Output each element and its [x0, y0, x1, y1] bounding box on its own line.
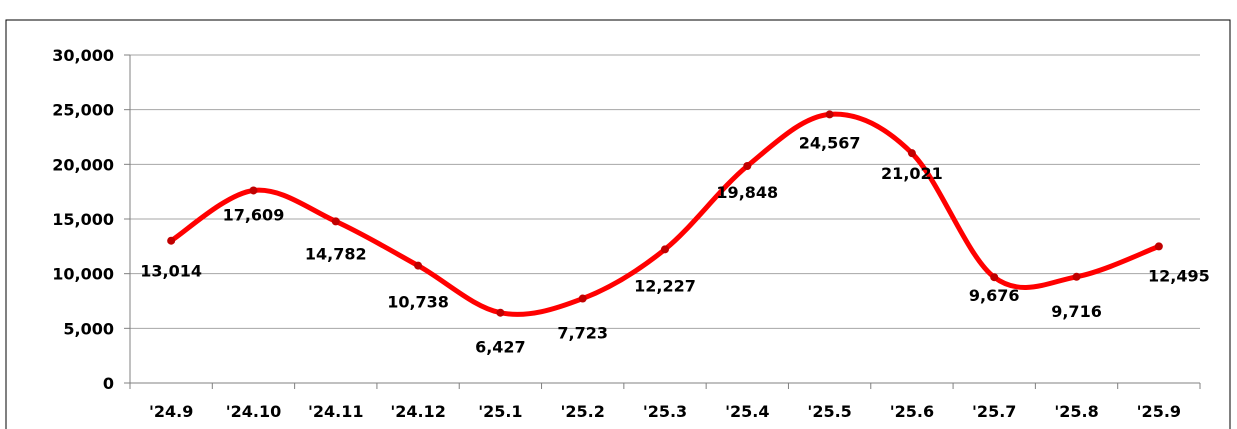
x-tick-label: '25.5 — [807, 402, 851, 421]
x-tick-label: '25.4 — [725, 402, 769, 421]
x-tick-label: '25.6 — [890, 402, 934, 421]
data-label: 21,021 — [881, 164, 943, 183]
y-tick-label: 10,000 — [52, 265, 114, 284]
data-label: 6,427 — [475, 338, 526, 357]
data-point — [990, 273, 999, 282]
x-tick-label: '24.12 — [390, 402, 446, 421]
data-label: 9,676 — [969, 286, 1020, 305]
data-labels: 13,014 17,609 14,782 10,738 6,427 7,723 12,227… — [140, 133, 1209, 356]
data-point — [1154, 242, 1163, 251]
data-markers — [167, 110, 1163, 317]
x-tick-label: '24.10 — [226, 402, 282, 421]
data-label: 10,738 — [387, 293, 449, 312]
axes — [124, 54, 1201, 389]
x-tick-label: '25.1 — [478, 402, 522, 421]
x-tick-labels: '24.9 '24.10 '24.11 '24.12 '25.1 '25.2 '25.3 '2… — [149, 402, 1181, 421]
data-label: 14,782 — [305, 244, 367, 263]
x-tick-label: '25.9 — [1137, 402, 1181, 421]
x-tick-label: '24.11 — [308, 402, 364, 421]
data-point — [661, 245, 669, 254]
data-label: 24,567 — [799, 133, 861, 152]
data-label: 12,495 — [1148, 266, 1210, 285]
x-tick-label: '25.8 — [1054, 402, 1098, 421]
chart-frame — [5, 19, 1231, 429]
x-tick-label: '25.2 — [561, 402, 605, 421]
data-label: 12,227 — [634, 276, 696, 295]
y-tick-label: 30,000 — [52, 46, 114, 65]
y-tick-labels: 0 5,000 10,000 15,000 20,000 25,000 30,000 — [52, 46, 114, 393]
y-tick-label: 15,000 — [52, 210, 114, 229]
data-point — [907, 149, 916, 158]
data-label: 13,014 — [140, 262, 202, 281]
y-tick-label: 20,000 — [52, 155, 114, 174]
data-point — [167, 236, 176, 245]
data-label: 19,848 — [716, 183, 778, 202]
y-tick-label: 0 — [103, 374, 114, 393]
data-point — [578, 294, 587, 303]
x-tick-label: '25.7 — [972, 402, 1016, 421]
data-point — [331, 217, 340, 226]
y-tick-label: 5,000 — [63, 319, 114, 338]
y-tick-label: 25,000 — [52, 101, 114, 120]
data-point — [414, 261, 423, 270]
gridlines — [130, 54, 1200, 329]
data-point — [825, 110, 834, 119]
data-point — [743, 161, 752, 170]
data-label: 9,716 — [1051, 302, 1102, 321]
x-tick-label: '24.9 — [149, 402, 193, 421]
data-point — [249, 186, 258, 195]
data-label: 7,723 — [557, 324, 608, 343]
data-label: 17,609 — [223, 205, 285, 224]
x-tick-label: '25.3 — [643, 402, 687, 421]
data-point — [1072, 272, 1081, 281]
data-point — [496, 308, 505, 317]
